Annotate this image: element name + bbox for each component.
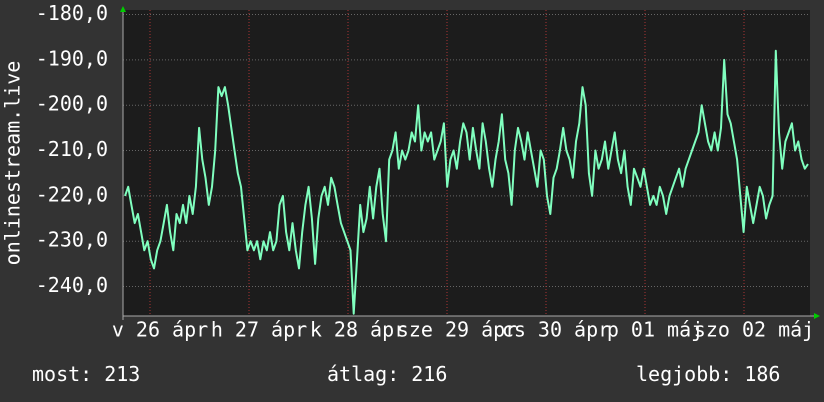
x-tick-label: h 27 ápr bbox=[211, 318, 307, 342]
y-tick-label: -210,0 bbox=[36, 137, 108, 161]
y-tick-label: -230,0 bbox=[36, 228, 108, 252]
y-tick-label: -240,0 bbox=[36, 273, 108, 297]
grid bbox=[123, 10, 810, 316]
plot-area bbox=[123, 10, 810, 316]
data-line bbox=[124, 49, 809, 315]
stat-value: 186 bbox=[744, 362, 780, 386]
marks bbox=[124, 49, 809, 315]
footer-stat: átlag: 216 bbox=[327, 362, 447, 386]
x-tick-label: cs 30 ápr bbox=[502, 318, 610, 342]
stat-label: most: bbox=[32, 362, 92, 386]
footer-stat: legjobb: 186 bbox=[636, 362, 780, 386]
x-tick-label: p 01 máj bbox=[607, 318, 703, 342]
x-arrow bbox=[814, 313, 820, 319]
x-tick-label: szo 02 máj bbox=[694, 318, 814, 342]
y-axis-label: onlinestream.live bbox=[1, 61, 25, 266]
x-tick-label: v 26 ápr bbox=[112, 318, 208, 342]
footer-stat: most: 213 bbox=[32, 362, 140, 386]
x-tick-label: k 28 ápr bbox=[310, 318, 406, 342]
y-tick-label: -220,0 bbox=[36, 182, 108, 206]
y-tick-label: -180,0 bbox=[36, 1, 108, 25]
stat-value: 216 bbox=[411, 362, 447, 386]
y-tick-label: -200,0 bbox=[36, 92, 108, 116]
stat-value: 213 bbox=[104, 362, 140, 386]
stat-label: átlag: bbox=[327, 362, 399, 386]
stat-label: legjobb: bbox=[636, 362, 732, 386]
x-tick-label: sze 29 ápr bbox=[397, 318, 517, 342]
y-tick-label: -190,0 bbox=[36, 46, 108, 70]
y-arrow bbox=[120, 6, 126, 12]
